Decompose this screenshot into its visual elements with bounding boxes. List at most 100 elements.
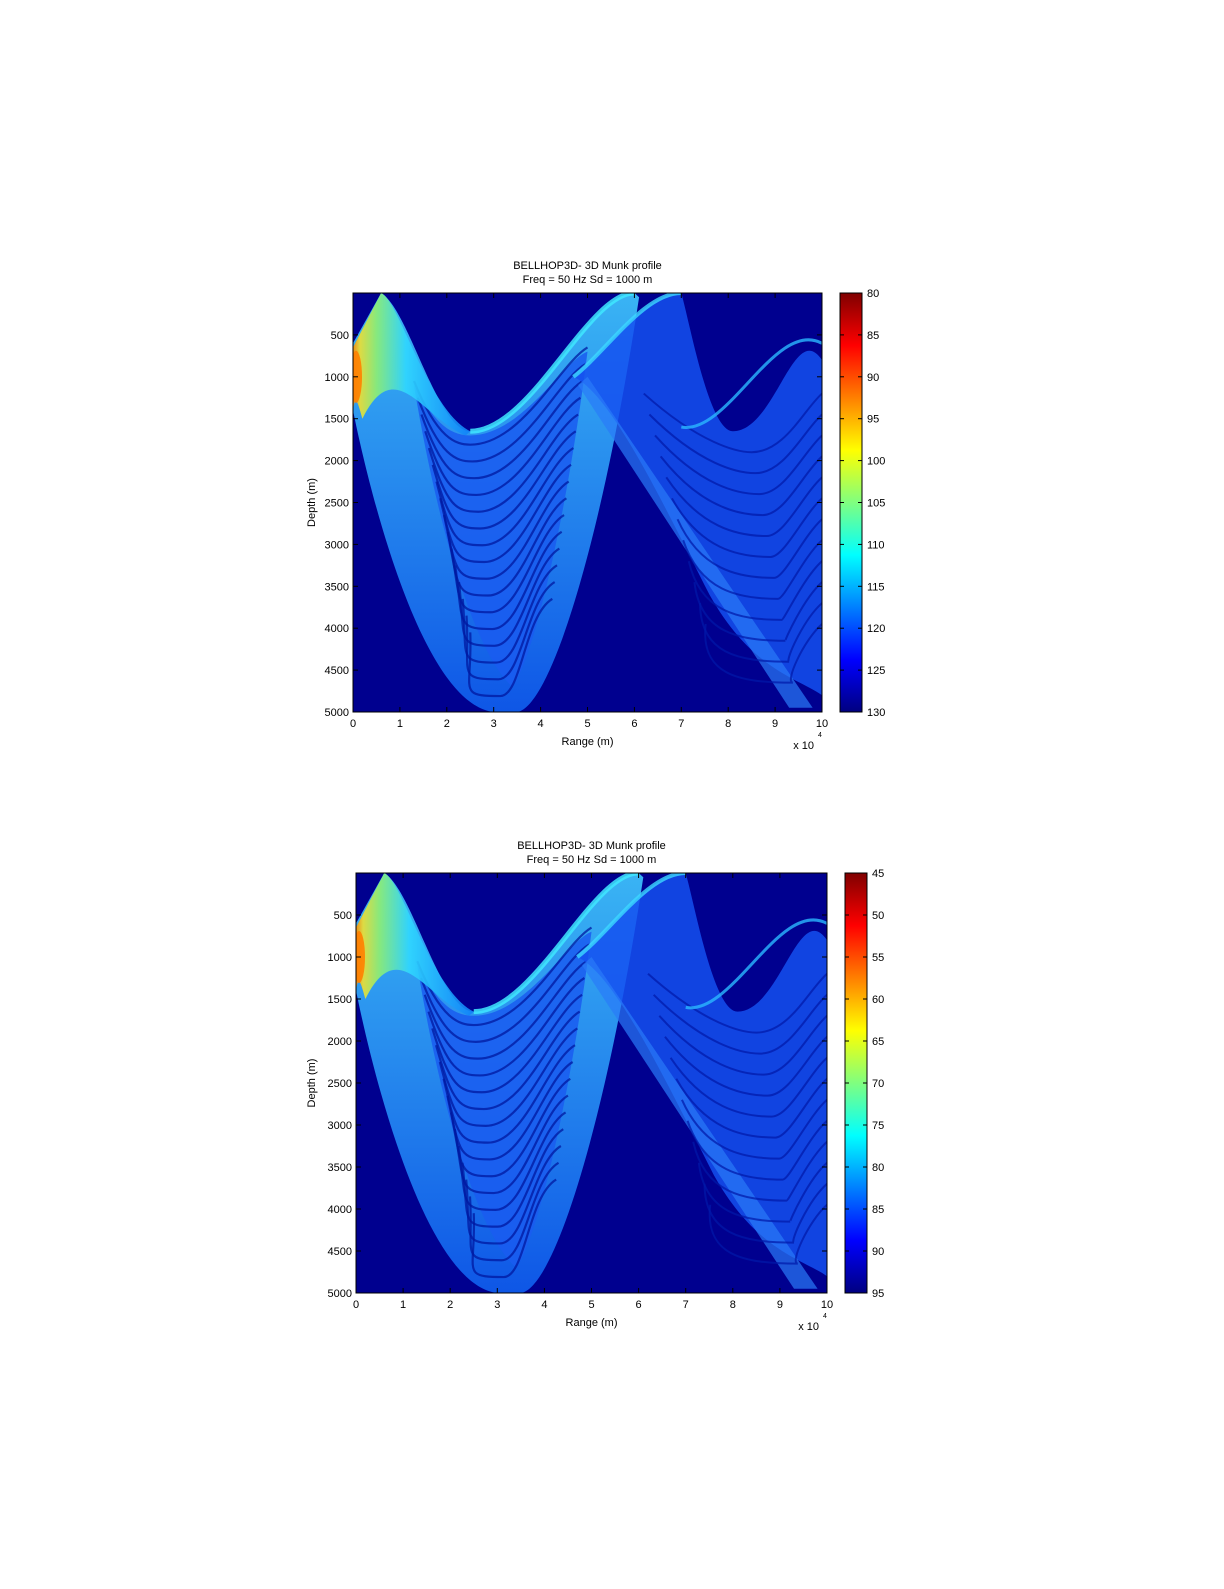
y-tick-label: 4500 <box>328 1246 352 1258</box>
x-tick-label: 7 <box>678 718 684 730</box>
convergence-zone <box>353 293 471 436</box>
interference-region <box>417 931 592 1268</box>
x-tick-label: 6 <box>636 1299 642 1311</box>
x-tick-label: 0 <box>353 1299 359 1311</box>
x-tick-label: 0 <box>350 718 356 730</box>
downgoing-band <box>582 957 818 1289</box>
x-tick-label: 3 <box>494 1299 500 1311</box>
colorbar-tick-label: 105 <box>867 498 885 510</box>
x-tick-label: 4 <box>541 1299 547 1311</box>
fringe <box>468 597 553 698</box>
x-tick-label: 5 <box>584 718 590 730</box>
y-tick-label: 4000 <box>328 1204 352 1216</box>
x-tick-label: 8 <box>725 718 731 730</box>
y-tick-label: 1000 <box>325 372 349 384</box>
fringe-2 <box>699 602 822 663</box>
colorbar-tick-label: 115 <box>867 581 885 593</box>
y-tick-label: 2500 <box>328 1078 352 1090</box>
fringe-2 <box>659 455 822 517</box>
fringe-2 <box>693 581 822 642</box>
colorbar-tick-label: 85 <box>867 330 879 342</box>
fringe-2 <box>681 1099 827 1160</box>
fringe <box>468 1161 560 1262</box>
chart-subtitle: Freq = 50 Hz Sd = 1000 m <box>523 274 653 286</box>
colorbar-tick-label: 70 <box>872 1078 884 1090</box>
fringe <box>442 1044 576 1144</box>
fringe-2 <box>697 1162 827 1223</box>
y-tick-label: 3000 <box>325 539 349 551</box>
colorbar-tick-label: 90 <box>867 372 879 384</box>
colorbar-tick-label: 85 <box>872 1204 884 1216</box>
x-tick-label: 10 <box>821 1299 833 1311</box>
fringe-2 <box>664 1036 827 1097</box>
colorbar-tick-label: 55 <box>872 952 884 964</box>
upper-arc <box>473 873 639 1015</box>
x-tick-label: 6 <box>631 718 637 730</box>
fringe <box>435 447 575 547</box>
x-tick-label: 8 <box>730 1299 736 1311</box>
fringe-2 <box>658 1015 827 1076</box>
x-tick-label: 9 <box>772 718 778 730</box>
second-upper-arc <box>576 873 686 959</box>
fringe-2 <box>669 1057 827 1118</box>
interference-region <box>413 351 588 687</box>
fringe <box>461 1128 564 1228</box>
x-multiplier: x 10 <box>798 1321 819 1333</box>
fringe-2 <box>704 623 822 684</box>
fringe <box>471 1178 557 1279</box>
colorbar <box>845 873 867 1293</box>
chart-1: BELLHOP3D- 3D Munk profile Freq = 50 Hz S… <box>306 260 885 752</box>
fringe-2 <box>686 1120 827 1181</box>
colorbar-tick-label: 80 <box>872 1162 884 1174</box>
fringe <box>427 977 586 1077</box>
fringe <box>435 1010 581 1111</box>
fringe <box>431 430 577 530</box>
fringe <box>431 993 583 1094</box>
colorbar-tick-label: 125 <box>867 665 885 677</box>
fringe <box>424 396 582 497</box>
y-tick-label: 1000 <box>328 952 352 964</box>
colorbar-tick-label: 80 <box>867 288 879 300</box>
y-tick-label: 3500 <box>328 1162 352 1174</box>
fringe-2 <box>687 560 822 621</box>
fringe <box>438 1027 578 1127</box>
y-tick-label: 2000 <box>328 1036 352 1048</box>
x-multiplier-exponent: 4 <box>823 1313 827 1320</box>
y-tick-label: 500 <box>334 910 352 922</box>
chart-subtitle: Freq = 50 Hz Sd = 1000 m <box>527 854 657 866</box>
fringe <box>461 564 558 664</box>
convergence-zone <box>356 873 474 1016</box>
colorbar-tick-label: 75 <box>872 1120 884 1132</box>
x-tick-label: 3 <box>491 718 497 730</box>
fringe-2 <box>676 518 822 579</box>
y-tick-label: 2500 <box>325 498 349 510</box>
x-tick-label: 7 <box>683 1299 689 1311</box>
y-tick-label: 2000 <box>325 456 349 468</box>
fringe-2 <box>708 1204 827 1265</box>
x-tick-label: 1 <box>400 1299 406 1311</box>
x-tick-label: 10 <box>816 718 828 730</box>
x-tick-label: 9 <box>777 1299 783 1311</box>
colorbar-tick-label: 95 <box>867 414 879 426</box>
x-tick-label: 4 <box>538 718 544 730</box>
downgoing-band <box>578 376 813 708</box>
colorbar-tick-label: 100 <box>867 456 885 468</box>
x-tick-label: 2 <box>447 1299 453 1311</box>
y-tick-label: 3000 <box>328 1120 352 1132</box>
fringe <box>465 1145 562 1245</box>
third-arc <box>685 918 827 1010</box>
fringe-2 <box>703 1183 827 1244</box>
fringe <box>419 943 590 1043</box>
fringe <box>457 547 560 647</box>
fringe-2 <box>682 539 822 600</box>
tl-field <box>356 873 827 1293</box>
colorbar-tick-label: 110 <box>867 539 885 551</box>
third-arc <box>681 338 822 429</box>
colorbar-tick-label: 130 <box>867 707 885 719</box>
x-axis-label: Range (m) <box>566 1317 618 1329</box>
y-tick-label: 5000 <box>328 1288 352 1300</box>
y-tick-label: 500 <box>331 330 349 342</box>
colorbar-tick-label: 60 <box>872 994 884 1006</box>
x-multiplier-exponent: 4 <box>818 732 822 739</box>
colorbar-tick-label: 95 <box>872 1288 884 1300</box>
